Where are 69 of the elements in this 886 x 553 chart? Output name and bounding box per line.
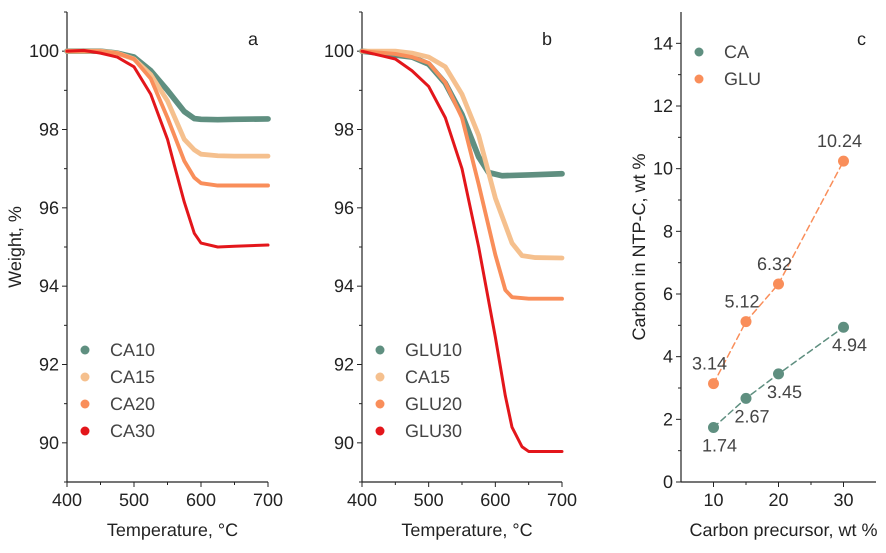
point	[708, 422, 719, 433]
x-tick-label: 600	[480, 490, 510, 510]
x-tick-label: 10	[703, 490, 724, 510]
y-tick-label: 100	[28, 41, 59, 62]
y-tick-label: 90	[334, 432, 354, 453]
legend-label: GLU10	[405, 340, 462, 360]
y-tick-label: 98	[38, 120, 59, 140]
y-axis-title: Weight, %	[5, 206, 25, 288]
point	[773, 278, 784, 290]
y-tick-label: 4	[662, 346, 673, 367]
x-tick-label: 400	[346, 490, 378, 510]
y-tick-label: 12	[652, 96, 673, 116]
y-axis-title: Carbon in NTP-C, wt %	[629, 153, 649, 341]
x-axis-title: Temperature, °C	[401, 520, 533, 540]
y-tick-label: 90	[38, 432, 59, 453]
legend-label: CA20	[110, 394, 156, 414]
data-label: 3.14	[692, 354, 728, 374]
y-tick-label: 96	[334, 198, 354, 218]
x-tick-label: 30	[833, 490, 854, 510]
data-label: 1.74	[702, 435, 738, 456]
x-axis-title: Temperature, °C	[106, 520, 238, 540]
text: a	[248, 29, 259, 49]
legend-label: GLU30	[405, 421, 462, 441]
y-tick-label: 96	[38, 198, 59, 218]
y-tick-label: 2	[662, 409, 673, 430]
data-label: 3.45	[766, 382, 802, 402]
legend-label: CA15	[110, 367, 156, 387]
y-tick-label: 94	[38, 276, 59, 296]
point	[708, 378, 719, 390]
legend-label: CA30	[110, 421, 156, 441]
x-tick-label: 700	[546, 490, 578, 510]
x-tick-label: 700	[252, 490, 284, 510]
legend-label: GLU	[724, 69, 762, 89]
x-tick-label: 20	[768, 490, 789, 510]
data-label: 5.12	[724, 292, 760, 312]
point	[838, 322, 849, 333]
y-tick-label: 0	[662, 472, 673, 492]
point	[773, 368, 784, 380]
data-label: 10.24	[816, 131, 862, 152]
y-tick-label: 92	[334, 354, 354, 374]
y-tick-label: 14	[652, 33, 673, 54]
y-tick-label: 94	[334, 276, 354, 296]
line-series	[66, 48, 270, 248]
line-series	[360, 48, 564, 260]
x-tick-label: 600	[186, 490, 216, 510]
y-tick-label: 6	[662, 284, 673, 304]
text: c	[857, 29, 866, 49]
line-series	[360, 50, 564, 453]
x-tick-label: 500	[118, 490, 150, 510]
legend-label: CA	[724, 42, 750, 62]
legend-label: CA10	[110, 340, 156, 360]
data-label: 4.94	[832, 335, 868, 356]
point	[740, 316, 752, 328]
point	[838, 156, 849, 167]
y-tick-label: 92	[38, 354, 59, 374]
y-tick-label: 100	[324, 41, 354, 62]
y-tick-label: 10	[652, 158, 673, 179]
x-axis-title: Carbon precursor, wt %	[689, 520, 878, 540]
x-tick-label: 400	[52, 490, 82, 510]
text: b	[542, 29, 552, 49]
x-tick-label: 500	[414, 490, 444, 510]
y-tick-label: 8	[662, 221, 673, 242]
data-label: 6.32	[756, 254, 792, 274]
data-label: 2.67	[734, 406, 770, 426]
line-series	[360, 49, 564, 301]
y-tick-label: 98	[334, 120, 354, 140]
legend-label: CA15	[405, 367, 450, 387]
point	[740, 392, 752, 404]
legend-label: GLU20	[405, 394, 462, 414]
